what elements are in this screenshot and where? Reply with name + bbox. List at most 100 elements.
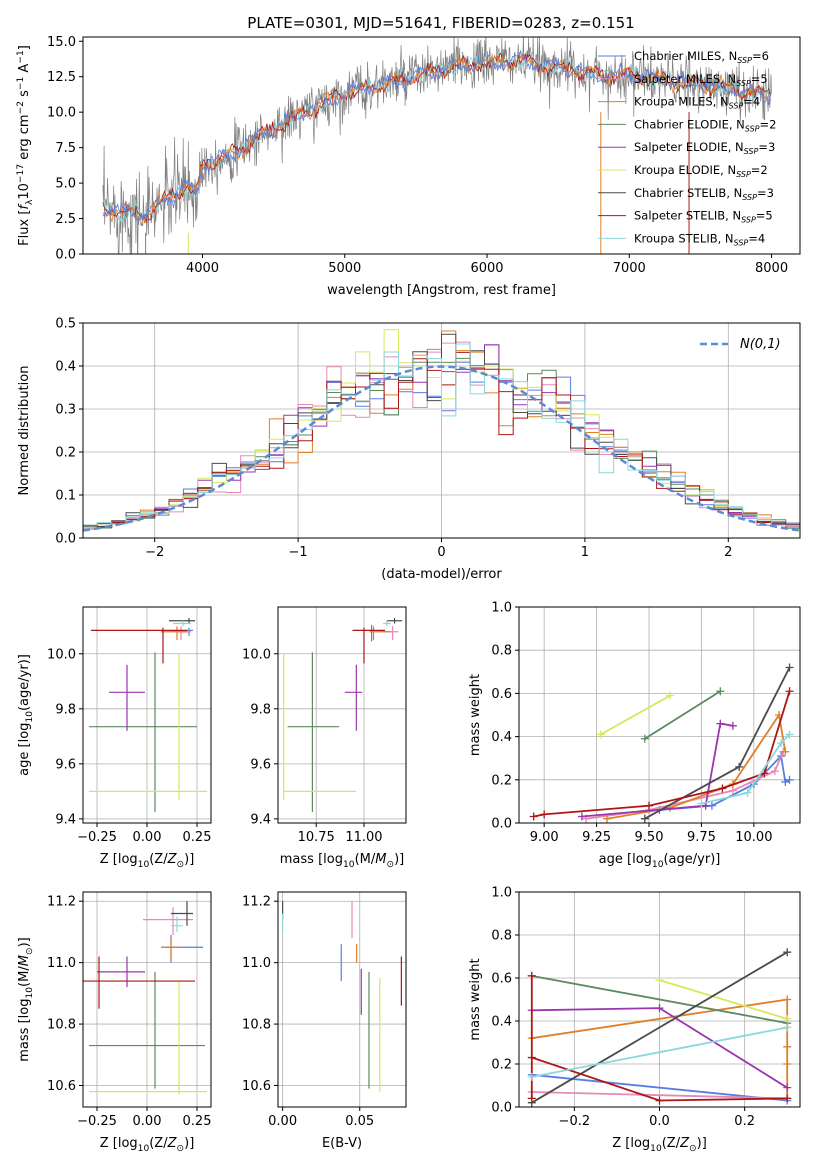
series-kroupa_elodie xyxy=(596,691,674,739)
errorbar-chabrier_elodie xyxy=(89,971,205,1089)
marker-kroupa_elodie xyxy=(783,1014,792,1023)
y-axis-label: mass [log10(M/M⊙)] xyxy=(17,937,35,1061)
marker-chabrier_elodie xyxy=(640,734,649,743)
series-salpeter_elodie xyxy=(577,719,737,821)
marker-salpeter_stelib xyxy=(527,1053,536,1062)
x-tick-label: 6000 xyxy=(470,261,503,276)
y-tick-label: 0.2 xyxy=(491,1058,512,1073)
errorbar-chabrier_stelib xyxy=(386,618,403,624)
y-tick-label: 0.6 xyxy=(491,687,512,702)
marker-kroupa_stelib xyxy=(777,739,786,748)
axes-frame xyxy=(82,36,801,255)
marker-salpeter_elodie xyxy=(577,812,586,821)
y-tick-label: 0.4 xyxy=(491,1015,512,1030)
marker-kroupa_elodie xyxy=(665,691,674,700)
errorbar-kroupa_elodie xyxy=(89,981,207,1095)
errorbar-kroupa_stelib xyxy=(383,620,391,627)
marker-salpeter_stelib xyxy=(529,812,538,821)
y-tick-label: 9.8 xyxy=(250,702,271,717)
y-axis-label: mass weight xyxy=(468,958,483,1040)
legend-label-salpeter_elodie: Salpeter ELODIE, NSSP=3 xyxy=(634,140,775,156)
plot-background xyxy=(278,607,406,823)
marker-chabrier_stelib xyxy=(785,663,794,672)
age-vs-metallicity-panel: −0.25 0.00 0.25 9.4 9.6 9.8 10.0 Z [log10(Z/Z⊙)… xyxy=(17,606,212,870)
marker-chabrier_miles xyxy=(781,777,790,786)
x-tick-label: 0.00 xyxy=(133,830,162,845)
marker-chabrier_miles xyxy=(785,775,794,784)
y-tick-label: 11.2 xyxy=(47,895,76,910)
y-tick-label: 0.8 xyxy=(491,929,512,944)
residuals-panel: −2 −1 0 1 2 0.0 0.1 0.2 0.3 0.4 0.5 (data-model)/er… xyxy=(17,317,801,582)
errorbar-salpeter_stelib xyxy=(352,627,385,664)
marker-salpeter_stelib xyxy=(527,971,536,980)
y-tick-label: 10.6 xyxy=(242,1079,271,1094)
y-tick-label: 11.2 xyxy=(242,895,271,910)
axes-frame xyxy=(277,891,407,1108)
marker-salpeter_elodie xyxy=(716,719,725,728)
errorbar-salpeter_miles xyxy=(143,907,193,935)
y-axis-label: mass weight xyxy=(468,674,483,756)
x-tick-label: 5000 xyxy=(328,261,361,276)
legend-label-chabrier_miles: Chabrier MILES, NSSP=6 xyxy=(634,49,769,65)
y-tick-label: 9.6 xyxy=(55,757,76,772)
errorbar-salpeter_elodie xyxy=(344,664,363,731)
y-tick-label: 0.0 xyxy=(55,532,76,547)
legend-label-kroupa_elodie: Kroupa ELODIE, NSSP=2 xyxy=(634,163,768,179)
model-spectrum-kroupa_miles xyxy=(102,53,772,227)
series-kroupa_stelib xyxy=(697,730,794,808)
y-tick-label: 11.0 xyxy=(242,956,271,971)
series-chabrier_stelib xyxy=(640,663,794,823)
x-axis-label: mass [log10(M/M⊙)] xyxy=(280,852,404,870)
x-tick-label: 0.2 xyxy=(734,1114,755,1129)
marker-salpeter_stelib xyxy=(785,687,794,696)
model-spectrum-chabrier_miles xyxy=(102,50,772,223)
x-tick-label: 0.25 xyxy=(183,830,212,845)
marker-chabrier_stelib xyxy=(783,948,792,957)
y-tick-label: 0.0 xyxy=(491,1101,512,1116)
marker-salpeter_miles xyxy=(770,767,779,776)
errorbar-kroupa_miles xyxy=(369,626,391,641)
legend-label-kroupa_miles: Kroupa MILES, NSSP=4 xyxy=(634,95,760,111)
y-tick-label: 9.4 xyxy=(250,812,271,827)
y-tick-label: 0.5 xyxy=(55,317,76,332)
marker-kroupa_elodie xyxy=(596,730,605,739)
x-tick-label: 11.00 xyxy=(345,830,382,845)
y-tick-label: 0.0 xyxy=(55,248,76,263)
histogram-kroupa_stelib xyxy=(83,343,800,526)
y-tick-label: 10.8 xyxy=(242,1018,271,1033)
marker-kroupa_stelib xyxy=(785,730,794,739)
y-tick-label: 0.8 xyxy=(491,644,512,659)
mass-weight-vs-age-panel: 9.00 9.25 9.50 9.75 10.00 0.0 0.2 0.4 0.6 0.8 1.0 a… xyxy=(468,601,801,870)
y-tick-label: 0.1 xyxy=(55,489,76,504)
y-tick-label: 12.5 xyxy=(47,70,76,85)
errorbar-kroupa_stelib xyxy=(173,620,191,627)
mass-vs-reddening-panel: 0.00 0.05 10.6 10.8 11.0 11.2 E(B-V) xyxy=(242,891,407,1151)
age-vs-mass-panel: 10.75 11.00 9.4 9.6 9.8 10.0 mass [log10(M/M⊙)… xyxy=(242,606,407,870)
x-tick-label: 10.00 xyxy=(735,830,772,845)
legend-label-chabrier_stelib: Chabrier STELIB, NSSP=3 xyxy=(634,186,774,202)
marker-kroupa_miles xyxy=(783,1060,792,1068)
marker-chabrier_elodie xyxy=(716,687,725,696)
spectrum-panel: 4000 5000 6000 7000 8000 0.0 2.5 5.0 7.5 10.0 12.5… xyxy=(16,35,801,298)
y-tick-label: 0.0 xyxy=(491,817,512,832)
errorbar-kroupa_miles xyxy=(161,938,179,960)
errorbar-salpeter_stelib xyxy=(83,956,195,1009)
errorbar-chabrier_elodie xyxy=(287,652,340,812)
marker-kroupa_stelib xyxy=(743,788,752,797)
x-tick-label: 9.75 xyxy=(687,830,716,845)
x-tick-label: 0 xyxy=(437,545,445,560)
x-tick-label: 9.25 xyxy=(582,830,611,845)
errorbar-salpeter_stelib xyxy=(91,627,187,664)
y-axis-label: Normed distribution xyxy=(17,366,32,496)
x-tick-label: 1 xyxy=(581,545,589,560)
y-tick-label: 10.0 xyxy=(242,647,271,662)
marker-salpeter_stelib xyxy=(718,784,727,793)
series-chabrier_elodie xyxy=(640,687,725,743)
x-axis-label: E(B-V) xyxy=(322,1136,362,1151)
y-tick-label: 0.3 xyxy=(55,403,76,418)
spectrum-legend: Chabrier MILES, NSSP=6 Salpeter MILES, NS… xyxy=(598,49,776,247)
legend-label-salpeter_stelib: Salpeter STELIB, NSSP=5 xyxy=(634,209,773,225)
legend-label-kroupa_stelib: Kroupa STELIB, NSSP=4 xyxy=(634,231,765,247)
x-axis-label: (data-model)/error xyxy=(381,567,502,582)
x-axis-label: Z [log10(Z/Z⊙)] xyxy=(100,1136,195,1154)
